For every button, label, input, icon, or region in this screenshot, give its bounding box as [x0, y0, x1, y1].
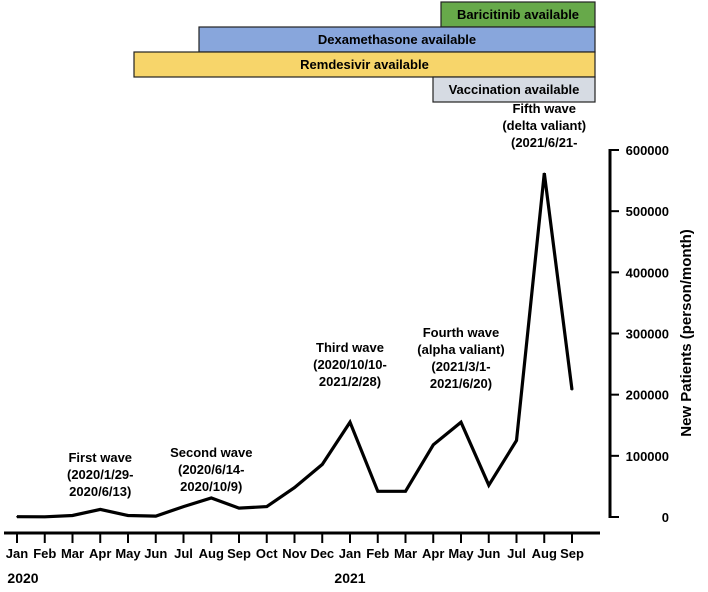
x-tick-label: Apr	[89, 546, 111, 561]
wave-annotation: Fourth wave (alpha valiant) (2021/3/1- 2021…	[417, 325, 504, 391]
wave-annotation-line: Fourth wave	[423, 325, 500, 340]
wave-annotation-line: (2020/1/29-	[67, 467, 134, 482]
availability-bar-rect	[133, 51, 596, 78]
wave-annotation-line: (2020/6/14-	[178, 462, 245, 477]
y-tick-label: 0	[662, 510, 669, 525]
x-tick-label: Sep	[227, 546, 251, 561]
wave-annotation-line: 2021/6/20)	[430, 376, 492, 391]
y-tick-label: 600000	[626, 143, 669, 158]
data-point	[404, 490, 407, 493]
wave-annotation-line: (2021/6/21-	[511, 135, 578, 150]
availability-bars: Baricitinib available Dexamethasone avail…	[133, 1, 596, 103]
wave-annotation: Fifth wave (delta valiant) (2021/6/21-	[502, 101, 586, 150]
x-tick-label: Jun	[477, 546, 500, 561]
x-tick-label: Jan	[6, 546, 28, 561]
wave-annotation-line: 2020/10/9)	[180, 479, 242, 494]
availability-bar-rect	[440, 1, 596, 28]
wave-annotation-line: First wave	[68, 450, 132, 465]
data-point	[238, 507, 240, 509]
availability-bar-label: Vaccination available	[449, 82, 580, 97]
y-tick-label: 100000	[626, 449, 669, 464]
availability-bar: Dexamethasone available	[198, 26, 596, 53]
x-tick-label: Aug	[199, 546, 224, 561]
year-label: 2021	[334, 570, 365, 586]
data-point	[543, 172, 546, 175]
data-point	[265, 505, 268, 508]
data-point	[321, 463, 324, 466]
availability-bar-label: Dexamethasone available	[318, 32, 476, 47]
y-tick-label: 200000	[626, 388, 669, 403]
wave-annotation: First wave (2020/1/29- 2020/6/13)	[67, 450, 134, 499]
data-point	[432, 444, 435, 446]
wave-annotation: Second wave (2020/6/14- 2020/10/9)	[170, 445, 252, 494]
data-point	[99, 508, 102, 511]
data-point	[376, 490, 379, 493]
availability-bar-rect	[198, 26, 596, 53]
x-tick-label: Jun	[144, 546, 167, 561]
x-tick-label: May	[448, 546, 474, 561]
x-tick-label: Sep	[560, 546, 584, 561]
x-tick-label: May	[115, 546, 141, 561]
x-tick-label: Nov	[282, 546, 307, 561]
data-point	[154, 515, 157, 517]
x-tick-label: Mar	[61, 546, 84, 561]
x-tick-label: Apr	[422, 546, 444, 561]
wave-annotation-line: (delta valiant)	[502, 118, 586, 133]
wave-annotation-line: 2021/2/28)	[319, 374, 381, 389]
wave-annotation-line: Third wave	[316, 340, 384, 355]
y-tick-label: 400000	[626, 265, 669, 280]
data-point	[515, 439, 518, 442]
x-tick-label: Aug	[532, 546, 557, 561]
x-tick-label: Oct	[256, 546, 278, 561]
wave-annotation-line: 2020/6/13)	[69, 484, 131, 499]
data-point	[293, 486, 296, 489]
x-tick-label: Feb	[33, 546, 56, 561]
wave-annotation-line: (alpha valiant)	[417, 342, 504, 357]
data-point	[43, 516, 46, 518]
availability-bar: Vaccination available	[432, 76, 596, 103]
axes: Jan Feb Mar Apr May Jun Jul Aug Sep Oct Nov Dec Jan F…	[4, 143, 695, 586]
y-tick-label: 300000	[626, 327, 669, 342]
wave-annotation-line: (2020/10/10-	[313, 357, 387, 372]
x-tick-label: Jul	[507, 546, 526, 561]
x-tick-label: Jul	[174, 546, 193, 561]
data-point	[127, 514, 129, 517]
wave-annotation: Third wave (2020/10/10- 2021/2/28)	[313, 340, 387, 389]
availability-bar: Remdesivir available	[133, 51, 596, 78]
data-point	[349, 421, 351, 423]
availability-bar: Baricitinib available	[440, 1, 596, 28]
wave-annotation-line: (2021/3/1-	[431, 359, 490, 374]
data-point	[182, 505, 185, 508]
y-axis-title: New Patients (person/month)	[678, 229, 695, 437]
x-tick-label: Feb	[366, 546, 389, 561]
data-point	[487, 484, 490, 486]
data-point	[16, 515, 18, 518]
data-point	[571, 388, 573, 391]
x-tick-label: Dec	[310, 546, 334, 561]
availability-bar-label: Baricitinib available	[457, 7, 579, 22]
data-point	[460, 421, 462, 423]
wave-annotation-line: Second wave	[170, 445, 252, 460]
series	[16, 172, 574, 519]
data-point	[210, 497, 213, 499]
x-tick-label: Jan	[339, 546, 361, 561]
availability-bar-rect	[432, 76, 596, 103]
availability-bar-label: Remdesivir available	[300, 57, 429, 72]
year-label: 2020	[7, 570, 38, 586]
wave-annotation-line: Fifth wave	[512, 101, 576, 116]
annotations: First wave (2020/1/29- 2020/6/13) Second wa…	[67, 101, 586, 499]
y-tick-label: 500000	[626, 204, 669, 219]
data-point	[71, 514, 74, 517]
x-tick-label: Mar	[394, 546, 417, 561]
